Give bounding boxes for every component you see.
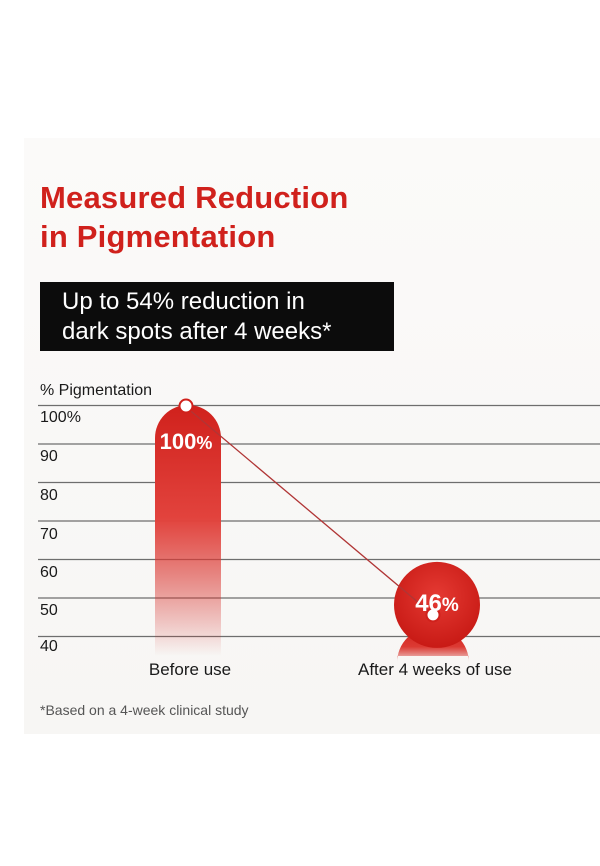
y-axis-label: % Pigmentation xyxy=(40,382,153,399)
data-value-label: 46% xyxy=(415,590,459,617)
data-point-marker xyxy=(178,398,194,414)
claim-banner: Up to 54% reduction in dark spots after … xyxy=(40,282,394,351)
banner-line-2: dark spots after 4 weeks* xyxy=(62,318,332,345)
y-tick-label: 90 xyxy=(40,448,58,465)
y-tick-label: 70 xyxy=(40,526,58,543)
value-bubble-after xyxy=(394,561,480,648)
trend-connector-line xyxy=(185,406,434,616)
y-tick-label: 100% xyxy=(40,409,81,426)
title-line-2: in Pigmentation xyxy=(40,219,276,254)
data-value-label: 100% xyxy=(160,429,213,454)
page-title: Measured Reduction in Pigmentation xyxy=(40,178,348,256)
y-tick-label: 40 xyxy=(40,638,58,655)
x-category-label: After 4 weeks of use xyxy=(357,660,513,679)
y-tick-label: 60 xyxy=(40,564,58,581)
bar-before-use xyxy=(155,405,221,656)
title-line-1: Measured Reduction xyxy=(40,180,349,215)
data-point-marker xyxy=(425,607,441,623)
y-tick-label: 50 xyxy=(40,602,58,619)
infographic-card xyxy=(24,138,600,734)
banner-line-1: Up to 54% reduction in xyxy=(62,288,305,315)
x-category-label: Before use xyxy=(148,660,232,679)
footnote: *Based on a 4-week clinical study xyxy=(40,702,249,718)
y-tick-label: 80 xyxy=(40,487,58,504)
